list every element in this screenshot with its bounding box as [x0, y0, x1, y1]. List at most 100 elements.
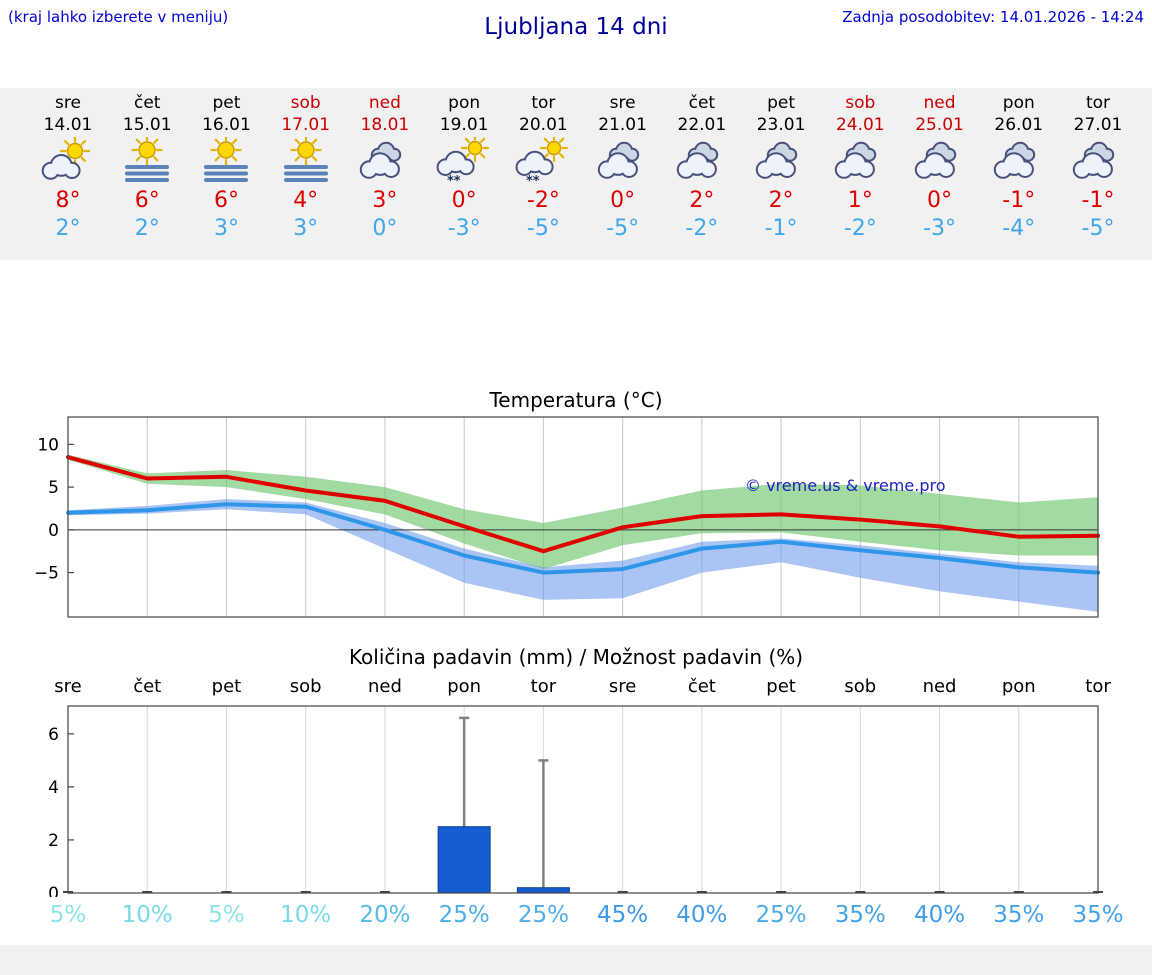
svg-text:0: 0: [48, 884, 59, 897]
partly-snow-icon: **: [500, 137, 586, 187]
high-temp: -2°: [526, 188, 560, 213]
high-temp: 2°: [689, 188, 715, 213]
precip-probability: 40%: [913, 902, 966, 928]
high-temp: 0°: [927, 188, 953, 213]
day-name: pon: [448, 93, 481, 113]
day-date: 16.01: [202, 115, 251, 135]
day-date: 17.01: [281, 115, 331, 135]
precip-probability: 5%: [49, 902, 87, 928]
high-temp: -1°: [1081, 188, 1115, 213]
low-temp: -2°: [685, 216, 719, 241]
forecast-day-16.01[interactable]: pet 16.01 6° 3°: [183, 88, 269, 242]
precip-probability: 35%: [834, 902, 886, 928]
precip-day-label: pet: [211, 676, 242, 697]
cloudy-icon: [897, 137, 983, 185]
low-temp: -5°: [526, 216, 560, 241]
page-title: Ljubljana 14 dni: [484, 14, 668, 40]
day-name: tor: [1085, 93, 1111, 113]
high-temp: -1°: [1002, 188, 1036, 213]
precip-probability: 5%: [208, 902, 245, 928]
cloudy-icon: [659, 137, 745, 185]
low-temp: -2°: [843, 216, 877, 241]
day-name: tor: [531, 93, 556, 113]
precip-probability: 35%: [993, 902, 1045, 928]
forecast-day-14.01[interactable]: sre 14.01 8° 2°: [25, 88, 111, 242]
forecast-day-26.01[interactable]: pon 26.01 -1° -4°: [976, 88, 1062, 242]
svg-text:10: 10: [37, 435, 59, 455]
cloudy-icon: [342, 137, 428, 185]
day-name: sre: [609, 93, 636, 113]
high-temp: 8°: [55, 188, 81, 213]
high-temp: 6°: [134, 188, 160, 213]
precip-probability: 40%: [676, 902, 728, 928]
high-temp: 3°: [372, 188, 398, 213]
day-name: čet: [133, 93, 161, 113]
temperature-chart: −5 0 5 10 © vreme.us & vreme.pro: [34, 416, 1100, 618]
day-name: pet: [767, 93, 796, 113]
day-date: 19.01: [439, 115, 489, 135]
precip-day-label: sob: [844, 676, 877, 697]
cloudy-icon: [738, 137, 824, 185]
precip-day-label: sre: [54, 676, 82, 697]
location-menu-note: (kraj lahko izberete v meniju): [8, 8, 229, 26]
forecast-day-21.01[interactable]: sre 21.01 0° -5°: [580, 88, 666, 242]
precip-probability: 45%: [597, 902, 649, 928]
day-name: čet: [688, 93, 716, 113]
forecast-day-20.01[interactable]: tor 20.01 ** -2° -5°: [500, 88, 586, 242]
cloudy-icon: [580, 137, 666, 185]
svg-text:2: 2: [48, 831, 59, 851]
day-date: 27.01: [1073, 115, 1123, 135]
precip-day-label: čet: [133, 676, 162, 697]
forecast-day-23.01[interactable]: pet 23.01 2° -1°: [738, 88, 824, 242]
low-temp: 3°: [213, 216, 239, 241]
precip-day-label: ned: [367, 676, 402, 697]
forecast-day-22.01[interactable]: čet 22.01 2° -2°: [659, 88, 745, 242]
precip-day-label: tor: [530, 676, 557, 697]
day-name: sre: [55, 93, 81, 113]
sun-fog-icon: [183, 137, 269, 185]
day-name: pet: [212, 93, 241, 113]
day-date: 23.01: [756, 115, 806, 135]
low-temp: -3°: [447, 216, 481, 241]
day-name: ned: [368, 93, 401, 113]
svg-text:© vreme.us & vreme.pro: © vreme.us & vreme.pro: [745, 476, 946, 495]
low-temp: -5°: [606, 216, 640, 241]
day-date: 18.01: [360, 115, 410, 135]
day-date: 14.01: [43, 115, 93, 135]
forecast-day-18.01[interactable]: ned 18.01 3° 0°: [342, 88, 428, 242]
low-temp: -3°: [923, 216, 956, 241]
precipitation-chart: 0 2 4 6: [48, 705, 1103, 897]
forecast-day-19.01[interactable]: pon 19.01 ** 0° -3°: [421, 88, 507, 242]
precip-day-label: pon: [1001, 676, 1036, 697]
svg-text:5: 5: [48, 478, 59, 498]
precip-probability: 20%: [359, 902, 411, 928]
day-date: 22.01: [677, 115, 727, 135]
precip-day-label: ned: [922, 676, 957, 697]
day-date: 20.01: [519, 115, 568, 135]
forecast-day-25.01[interactable]: ned 25.01 0° -3°: [897, 88, 983, 242]
temperature-chart-title: Temperatura (°C): [489, 388, 663, 412]
svg-text:**: **: [526, 174, 540, 187]
low-temp: 2°: [134, 216, 160, 241]
partly-cloudy-icon: [25, 137, 111, 185]
forecast-day-17.01[interactable]: sob 17.01 4° 3°: [263, 88, 349, 242]
day-date: 15.01: [122, 115, 172, 135]
low-temp: -5°: [1081, 216, 1115, 241]
precip-probability: 25%: [438, 902, 490, 928]
low-temp: 0°: [372, 216, 398, 241]
precip-day-label: sre: [608, 676, 637, 697]
precipitation-chart-title: Količina padavin (mm) / Možnost padavin …: [348, 645, 804, 669]
low-temp: -1°: [764, 216, 798, 241]
high-temp: 4°: [293, 188, 319, 213]
forecast-day-15.01[interactable]: čet 15.01 6° 2°: [104, 88, 190, 242]
day-name: ned: [923, 93, 956, 113]
forecast-day-27.01[interactable]: tor 27.01 -1° -5°: [1055, 88, 1141, 242]
precip-day-label: sob: [289, 676, 322, 697]
svg-text:**: **: [447, 174, 461, 187]
day-date: 21.01: [598, 115, 647, 135]
forecast-day-24.01[interactable]: sob 24.01 1° -2°: [817, 88, 903, 242]
precipitation-probabilities: 5% 10% 5% 10% 20% 25% 25% 45% 40% 25% 35% 40% 35% 35%: [0, 902, 1152, 934]
svg-text:0: 0: [48, 521, 59, 541]
low-temp: 3°: [293, 216, 319, 241]
cloudy-icon: [817, 137, 903, 185]
